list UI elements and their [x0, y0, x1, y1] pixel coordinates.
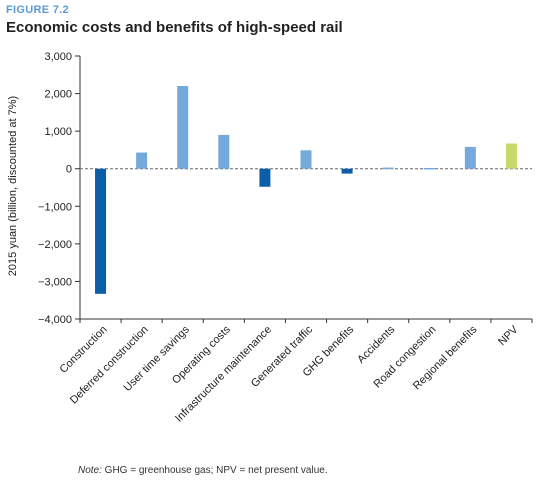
bar: [218, 134, 230, 169]
figure-title: Economic costs and benefits of high-spee…: [6, 19, 343, 36]
y-axis: 3,000 2,000 1,000 0 −1,000 −2,000 −3,000 −4,000: [38, 51, 532, 326]
y-tick-label: −4,000: [38, 314, 72, 326]
x-tick-label: Deferred construction: [68, 324, 151, 407]
figure-label: FIGURE 7.2: [6, 4, 69, 16]
bar-chart: 3,000 2,000 1,000 0 −1,000 −2,000 −3,000 −4,000…: [7, 51, 533, 425]
y-tick-label: 0: [66, 164, 72, 176]
note-text: GHG = greenhouse gas; NPV = net present …: [101, 465, 328, 476]
bar: [423, 167, 435, 170]
figure-note: Note: GHG = greenhouse gas; NPV = net pr…: [78, 465, 328, 476]
bars: [95, 86, 517, 294]
y-axis-label: 2015 yuan (billion, discounted at 7%): [7, 96, 19, 276]
y-tick-label: 3,000: [44, 51, 72, 63]
bar: [136, 152, 148, 169]
bar: [259, 168, 271, 187]
bar: [382, 167, 394, 170]
bar: [95, 168, 107, 294]
y-tick-label: −3,000: [38, 276, 72, 288]
bar: [177, 86, 189, 169]
bar: [300, 150, 312, 169]
y-tick-label: 2,000: [44, 89, 72, 101]
x-tick-label: Accidents: [355, 323, 398, 366]
x-tick-label: NPV: [496, 323, 521, 348]
y-tick-label: −2,000: [38, 239, 72, 251]
note-label: Note:: [78, 465, 102, 476]
y-tick-label: 1,000: [44, 126, 72, 138]
bar: [464, 146, 476, 169]
bar: [505, 143, 517, 169]
bar: [341, 168, 353, 174]
y-tick-label: −1,000: [38, 201, 72, 213]
